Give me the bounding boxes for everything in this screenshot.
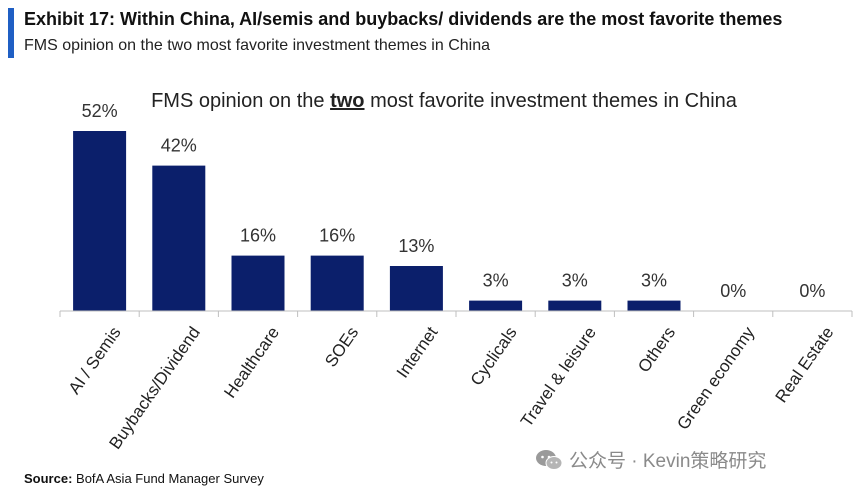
- exhibit-title: Exhibit 17: Within China, AI/semis and b…: [24, 9, 783, 29]
- bar-cyclicals: [469, 300, 523, 311]
- value-label-real-estate: 0%: [799, 281, 825, 301]
- value-label-cyclicals: 3%: [483, 271, 509, 291]
- value-label-healthcare: 16%: [240, 226, 276, 246]
- category-label-green-economy: Green economy: [673, 323, 758, 433]
- bar-chart: FMS opinion on the two most favorite inv…: [59, 90, 853, 453]
- category-label-soes: SOEs: [321, 323, 362, 370]
- source-label: Source:: [24, 471, 73, 486]
- category-label-healthcare: Healthcare: [220, 323, 283, 401]
- value-label-ai-semis: 52%: [82, 101, 118, 121]
- wechat-icon: [536, 449, 563, 470]
- category-label-buybacks-dividend: Buybacks/Dividend: [105, 323, 203, 452]
- category-label-travel-leisure: Travel & leisure: [517, 323, 600, 430]
- source-text: BofA Asia Fund Manager Survey: [72, 471, 264, 486]
- bar-internet: [389, 266, 443, 311]
- watermark-text: 公众号 · Kevin策略研究: [569, 451, 767, 472]
- bar-buybacks-dividend: [152, 165, 206, 311]
- bar-others: [627, 300, 681, 311]
- chart-title-emphasis: two: [330, 90, 364, 112]
- value-label-buybacks-dividend: 42%: [161, 136, 197, 156]
- value-label-others: 3%: [641, 271, 667, 291]
- accent-bar: [8, 8, 14, 58]
- value-label-internet: 13%: [398, 236, 434, 256]
- chart-title-part-1: FMS opinion on the: [151, 90, 330, 112]
- exhibit-subtitle: FMS opinion on the two most favorite inv…: [24, 37, 490, 54]
- bar-travel-leisure: [548, 300, 602, 311]
- bar-healthcare: [231, 255, 285, 311]
- chart-title: FMS opinion on the two most favorite inv…: [151, 90, 738, 112]
- category-label-others: Others: [634, 323, 679, 376]
- category-label-real-estate: Real Estate: [772, 323, 838, 406]
- value-label-soes: 16%: [319, 226, 355, 246]
- category-label-ai-semis: AI / Semis: [65, 323, 125, 397]
- value-label-green-economy: 0%: [720, 281, 746, 301]
- category-label-cyclicals: Cyclicals: [467, 323, 521, 389]
- bar-soes: [310, 255, 364, 311]
- category-label-internet: Internet: [393, 323, 442, 381]
- chart-title-part-2: most favorite investment themes in China: [365, 90, 738, 112]
- source-note: Source: BofA Asia Fund Manager Survey: [24, 471, 264, 486]
- bar-ai-semis: [73, 131, 127, 311]
- value-label-travel-leisure: 3%: [562, 271, 588, 291]
- watermark: 公众号 · Kevin策略研究: [535, 446, 766, 473]
